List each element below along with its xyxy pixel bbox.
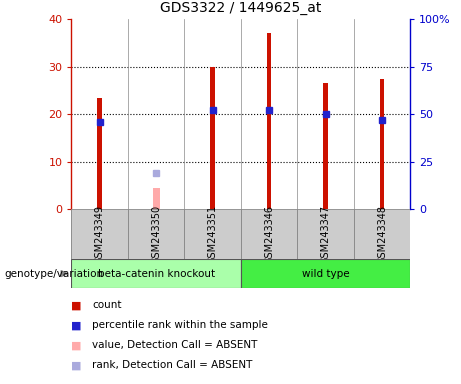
Bar xyxy=(267,33,272,209)
Text: count: count xyxy=(92,300,122,310)
Bar xyxy=(97,98,102,209)
Text: ■: ■ xyxy=(71,320,82,330)
Bar xyxy=(241,259,410,288)
Bar xyxy=(323,83,328,209)
Text: value, Detection Call = ABSENT: value, Detection Call = ABSENT xyxy=(92,340,258,350)
Text: beta-catenin knockout: beta-catenin knockout xyxy=(98,268,215,279)
Text: GSM243347: GSM243347 xyxy=(320,205,331,264)
Text: ■: ■ xyxy=(71,300,82,310)
Bar xyxy=(354,209,410,259)
Text: rank, Detection Call = ABSENT: rank, Detection Call = ABSENT xyxy=(92,360,253,370)
Bar xyxy=(128,209,184,259)
Bar xyxy=(153,188,160,209)
Text: percentile rank within the sample: percentile rank within the sample xyxy=(92,320,268,330)
Bar xyxy=(241,209,297,259)
Text: GSM243350: GSM243350 xyxy=(151,205,161,264)
Text: genotype/variation: genotype/variation xyxy=(5,268,104,279)
Bar xyxy=(71,259,241,288)
Bar xyxy=(71,209,128,259)
Text: GSM243346: GSM243346 xyxy=(264,205,274,264)
Text: GSM243348: GSM243348 xyxy=(377,205,387,264)
Text: ■: ■ xyxy=(71,340,82,350)
Title: GDS3322 / 1449625_at: GDS3322 / 1449625_at xyxy=(160,2,322,15)
Bar xyxy=(380,79,384,209)
Text: wild type: wild type xyxy=(302,268,349,279)
Bar xyxy=(184,209,241,259)
Bar xyxy=(210,67,215,209)
Text: GSM243349: GSM243349 xyxy=(95,205,105,264)
Text: ■: ■ xyxy=(71,360,82,370)
Bar xyxy=(297,209,354,259)
Text: GSM243351: GSM243351 xyxy=(207,205,218,264)
